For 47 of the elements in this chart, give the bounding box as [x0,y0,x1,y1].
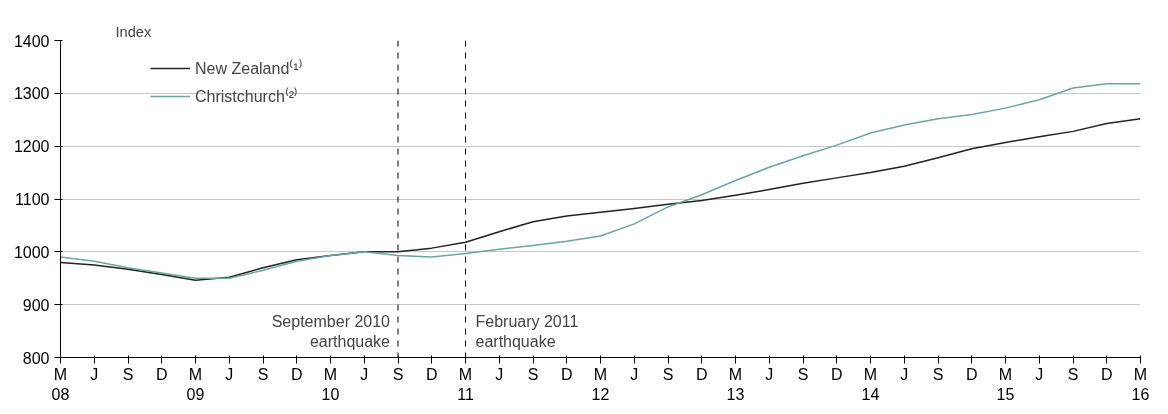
ref-line-label: September 2010 earthquake [271,312,391,350]
x-tick-label: M 12 [591,365,610,403]
x-tick-label: D [155,365,168,383]
y-tick-label: 1300 [13,85,50,103]
y-tick-label: 1200 [13,138,50,156]
x-tick-label: D [695,365,708,383]
x-tick-label: D [1100,365,1113,383]
x-tick-label: D [560,365,573,383]
legend-label: New Zealand⁽¹⁾ [195,58,303,79]
line-series [60,83,1141,279]
x-tick-label: S [1067,365,1079,383]
x-tick-label: J [90,365,99,383]
x-tick-label: J [630,365,639,383]
x-tick-label: S [797,365,809,383]
x-tick-label: J [360,365,369,383]
x-tick-label: S [257,365,269,383]
x-tick-label: J [225,365,234,383]
y-tick-label: 1100 [15,191,50,208]
x-tick-label: S [662,365,674,383]
ref-line-label: February 2011 earthquake [475,312,579,350]
x-tick-label: M 15 [996,365,1015,403]
x-tick-label: D [830,365,843,383]
y-tick-label: 1400 [13,32,50,50]
legend-label: Christchurch⁽²⁾ [195,86,299,107]
y-tick-label: 900 [22,296,50,314]
x-tick-label: D [290,365,303,383]
line-series [60,117,1141,282]
x-tick-label: S [392,365,404,383]
x-tick-label: D [965,365,978,383]
x-tick-label: S [122,365,134,383]
x-tick-label: M 11 [457,365,474,403]
x-tick-label: J [900,365,909,383]
y-axis-title: Index [115,23,153,40]
x-tick-label: J [1035,365,1044,383]
y-tick-label: 1000 [13,243,50,261]
x-tick-label: M 16 [1131,365,1150,403]
x-tick-label: M 08 [51,365,70,403]
x-tick-label: M 14 [861,365,880,403]
x-tick-label: J [495,365,504,383]
x-tick-label: D [425,365,438,383]
x-tick-label: J [765,365,774,383]
x-tick-label: S [527,365,539,383]
x-tick-label: M 10 [321,365,340,403]
x-tick-label: M 09 [186,365,205,403]
x-tick-label: M 13 [726,365,745,403]
x-tick-label: S [932,365,944,383]
y-tick-label: 800 [22,349,50,367]
